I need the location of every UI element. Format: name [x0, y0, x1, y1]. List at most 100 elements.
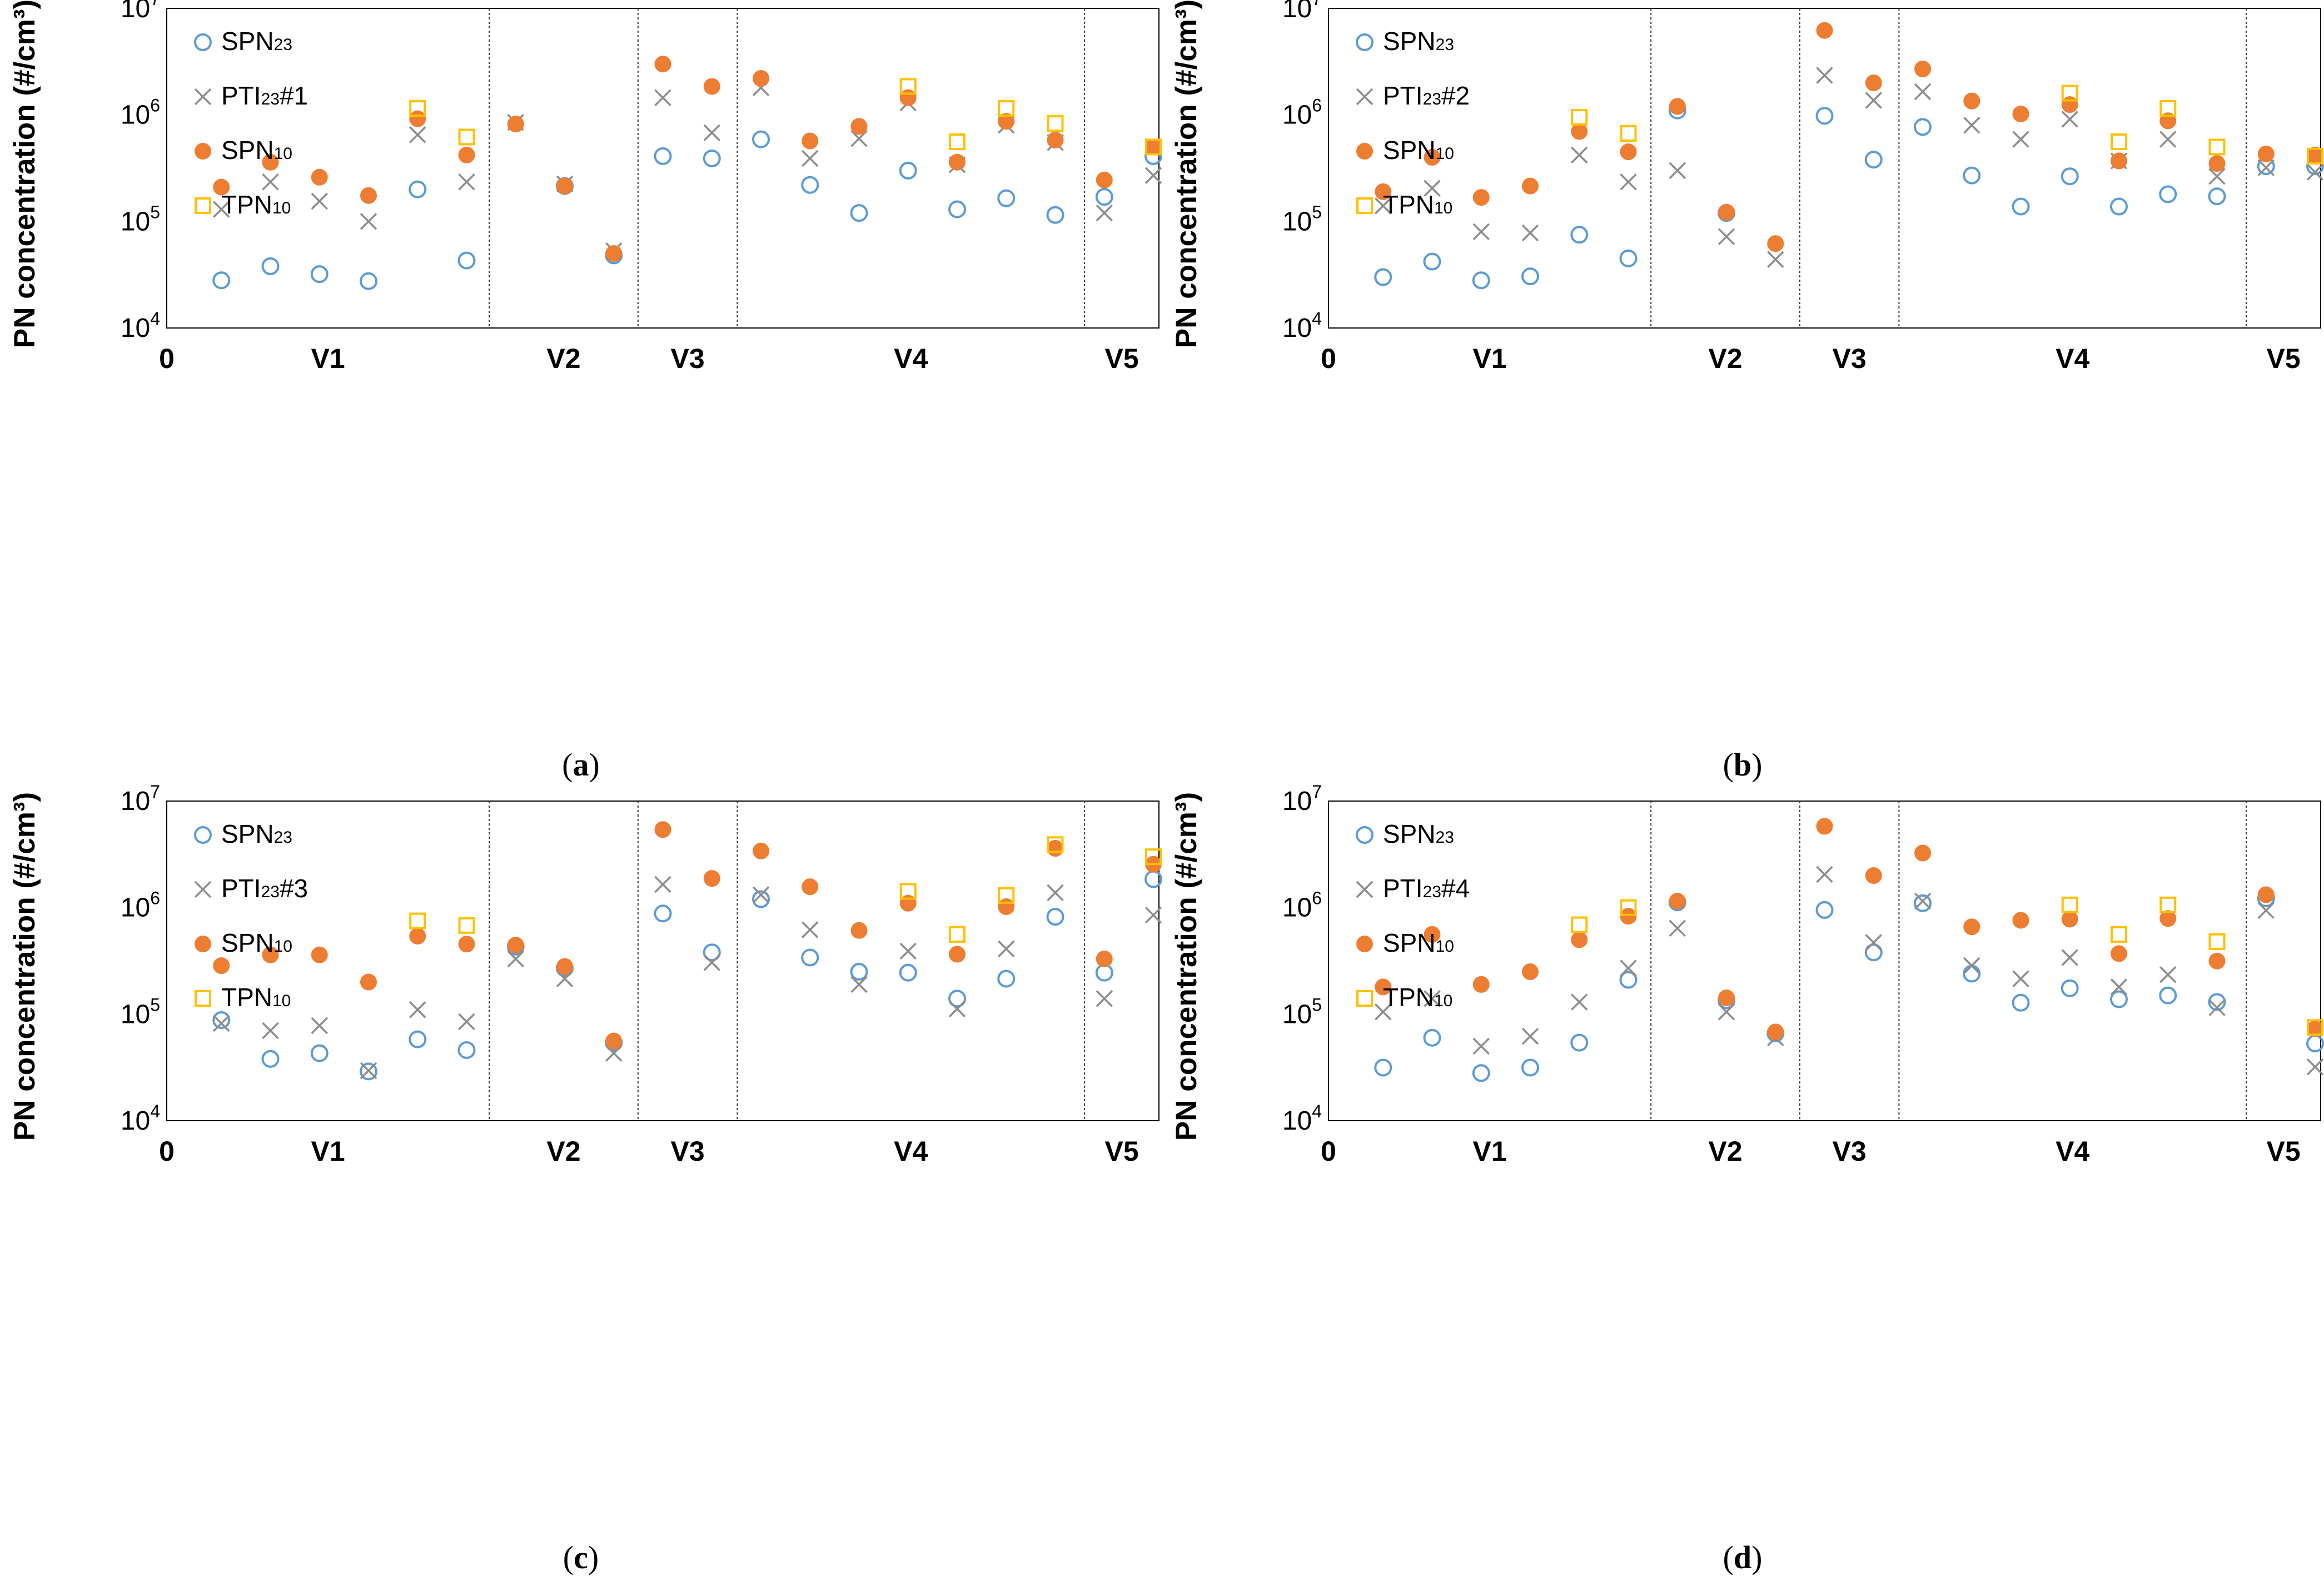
series-tpn10 — [1571, 84, 2323, 165]
y-tick-label: 104 — [1282, 1101, 1322, 1136]
data-point-pti23 — [311, 1017, 328, 1035]
data-point-spn10 — [409, 110, 426, 127]
data-point-pti23 — [1375, 197, 1392, 215]
data-point-spn10 — [458, 146, 475, 163]
data-point-spn10 — [1963, 918, 1980, 936]
data-point-spn23 — [1864, 943, 1883, 962]
series-pti23 — [213, 876, 1162, 1080]
legend: SPN23 PTI23#1 SPN10 TPN10 — [194, 27, 308, 219]
legend-label-spn10: SPN10 — [1383, 928, 1454, 957]
data-point-tpn10 — [1620, 899, 1637, 916]
data-point-spn23 — [2061, 979, 2079, 997]
data-point-spn10 — [654, 56, 671, 73]
data-point-tpn10 — [2208, 933, 2226, 950]
data-point-spn10 — [1718, 990, 1735, 1007]
x-origin-label: 0 — [1321, 1136, 1336, 1167]
data-point-spn23 — [261, 1050, 280, 1068]
data-point-spn23 — [1374, 1058, 1392, 1077]
category-label-v1: V1 — [311, 1136, 345, 1167]
chart-panel-c: 104 105 106 107 PN concentration (#/cm³) 0 V1 V… — [0, 782, 1162, 1585]
data-point-spn23 — [654, 147, 672, 165]
data-point-pti23 — [1914, 83, 1932, 101]
data-point-spn23 — [457, 1041, 476, 1059]
data-point-spn10 — [1816, 818, 1833, 835]
data-point-spn10 — [949, 153, 966, 171]
y-tick-label: 106 — [1282, 888, 1322, 923]
series-spn23 — [212, 870, 1162, 1081]
data-point-tpn10 — [2307, 1019, 2323, 1036]
legend-marker-tpn10 — [195, 197, 211, 214]
data-point-spn23 — [703, 150, 721, 168]
panel-caption: (d) — [1723, 1539, 1763, 1575]
data-point-spn10 — [311, 946, 328, 963]
data-point-spn10 — [1865, 867, 1882, 884]
data-point-spn23 — [457, 251, 476, 270]
data-point-spn23 — [752, 890, 770, 908]
data-point-pti23 — [1718, 1003, 1735, 1021]
category-label-v4: V4 — [2056, 343, 2089, 374]
data-point-pti23 — [703, 124, 720, 142]
data-point-spn23 — [1521, 1058, 1539, 1077]
data-point-spn23 — [310, 265, 329, 284]
data-point-tpn10 — [899, 883, 917, 900]
data-point-spn10 — [1424, 926, 1441, 943]
data-point-pti23 — [262, 1022, 279, 1040]
data-point-spn10 — [2257, 145, 2275, 162]
y-axis-title: PN concentration (#/cm³) — [8, 0, 41, 348]
chart-panel-b: 104 105 106 107 PN concentration (#/cm³) 0 V1 V… — [1162, 0, 2324, 793]
data-point-tpn10 — [2159, 896, 2177, 913]
data-point-pti23 — [2012, 970, 2029, 987]
data-point-spn10 — [1865, 74, 1882, 91]
series-spn10 — [1375, 22, 2323, 252]
data-point-spn23 — [1963, 964, 1981, 983]
data-point-pti23 — [213, 201, 230, 218]
data-point-spn23 — [2110, 990, 2128, 1008]
data-point-pti23 — [458, 1013, 475, 1031]
data-point-tpn10 — [1620, 125, 1637, 142]
y-tick-label: 105 — [1282, 995, 1322, 1029]
data-point-spn10 — [2111, 945, 2127, 962]
category-label-v3: V3 — [1833, 343, 1867, 374]
x-origin-label: 0 — [159, 343, 175, 374]
data-point-spn23 — [1963, 166, 1981, 185]
data-point-pti23 — [2257, 159, 2275, 176]
legend-label-pti23: PTI23#4 — [1383, 874, 1470, 903]
category-label-v5: V5 — [2266, 343, 2300, 374]
data-point-spn10 — [262, 153, 279, 171]
data-point-spn23 — [1521, 267, 1539, 286]
data-point-spn10 — [1914, 60, 1931, 77]
y-tick-label: 107 — [1282, 0, 1322, 23]
data-point-pti23 — [1963, 117, 1980, 134]
legend-label-pti23: PTI23#1 — [221, 81, 308, 110]
data-point-spn23 — [1046, 206, 1064, 224]
chart-c-svg: 104 105 106 107 PN concentration (#/cm³) 0 V1 V… — [8, 782, 1162, 1575]
data-point-tpn10 — [1571, 108, 1588, 126]
data-point-spn23 — [899, 963, 917, 982]
category-label-v2: V2 — [546, 1136, 580, 1167]
data-point-spn23 — [1914, 894, 1932, 912]
y-tick-label: 105 — [121, 995, 160, 1029]
data-point-spn23 — [1815, 901, 1834, 919]
data-point-spn23 — [261, 257, 280, 275]
chart-d-svg: 104 105 106 107 PN concentration (#/cm³) 0 V1 V… — [1170, 782, 2324, 1575]
y-tick-label: 105 — [121, 202, 160, 236]
data-point-pti23 — [1424, 180, 1441, 197]
data-point-spn10 — [1472, 189, 1490, 206]
data-point-pti23 — [2306, 163, 2324, 181]
category-label-v4: V4 — [894, 1136, 928, 1167]
data-point-spn10 — [1767, 1023, 1784, 1041]
data-point-spn23 — [2208, 187, 2226, 206]
data-point-spn23 — [1619, 249, 1638, 267]
legend-marker-pti23 — [1356, 881, 1374, 898]
data-point-spn23 — [801, 176, 819, 194]
data-point-spn10 — [213, 957, 230, 975]
data-point-spn10 — [2061, 911, 2078, 928]
data-point-spn10 — [2208, 155, 2226, 172]
legend-marker-tpn10 — [1356, 197, 1373, 214]
legend-marker-tpn10 — [195, 990, 211, 1007]
data-point-spn10 — [1522, 963, 1539, 981]
data-point-spn10 — [1047, 840, 1064, 857]
data-point-spn10 — [1620, 143, 1637, 161]
data-point-tpn10 — [458, 917, 475, 934]
y-tick-label: 106 — [121, 888, 160, 923]
